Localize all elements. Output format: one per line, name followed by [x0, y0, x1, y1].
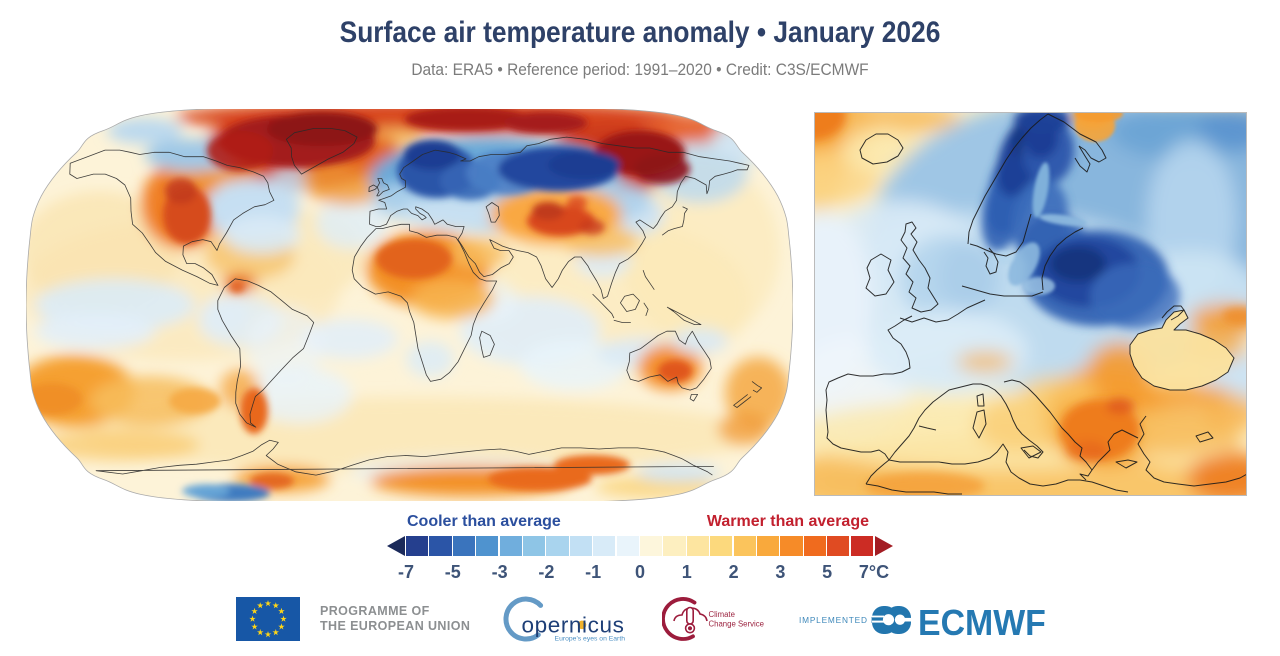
svg-text:opernicus: opernicus	[522, 613, 625, 638]
svg-text:Europe's eyes on Earth: Europe's eyes on Earth	[555, 636, 626, 643]
svg-text:Climate: Climate	[709, 610, 735, 619]
svg-text:Change Service: Change Service	[709, 620, 764, 629]
